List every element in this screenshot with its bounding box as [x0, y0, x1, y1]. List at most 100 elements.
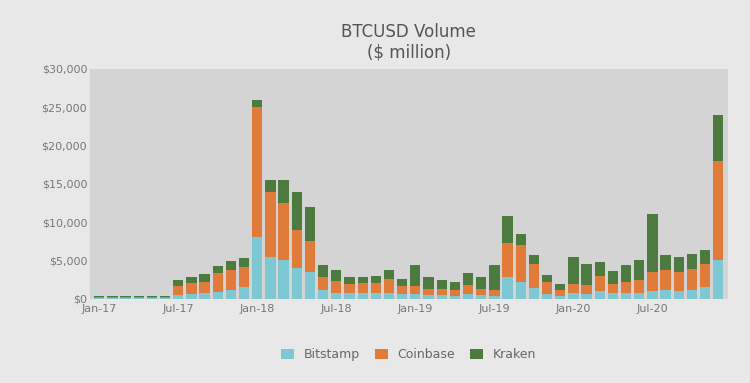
- Bar: [621, 265, 632, 282]
- Bar: [674, 291, 684, 299]
- Bar: [121, 296, 130, 297]
- Bar: [423, 295, 433, 299]
- Bar: [542, 294, 552, 299]
- Bar: [515, 282, 526, 299]
- Bar: [173, 286, 184, 295]
- Bar: [595, 262, 604, 276]
- Bar: [581, 264, 592, 285]
- Bar: [160, 298, 170, 299]
- Bar: [661, 270, 670, 290]
- Bar: [266, 192, 275, 257]
- Bar: [476, 289, 486, 295]
- Bar: [555, 296, 566, 299]
- Bar: [634, 260, 644, 280]
- Bar: [107, 297, 118, 298]
- Bar: [595, 276, 604, 291]
- Bar: [397, 286, 407, 294]
- Bar: [226, 290, 236, 299]
- Bar: [278, 180, 289, 203]
- Bar: [595, 291, 604, 299]
- Bar: [252, 107, 262, 237]
- Bar: [608, 293, 618, 299]
- Bar: [121, 298, 130, 299]
- Bar: [344, 293, 355, 299]
- Bar: [647, 214, 658, 272]
- Bar: [397, 294, 407, 299]
- Bar: [252, 237, 262, 299]
- Bar: [489, 265, 500, 290]
- Bar: [121, 297, 130, 298]
- Bar: [344, 284, 355, 293]
- Bar: [450, 290, 460, 296]
- Bar: [370, 276, 381, 283]
- Bar: [568, 257, 578, 284]
- Bar: [252, 100, 262, 107]
- Bar: [555, 284, 566, 290]
- Bar: [384, 293, 394, 299]
- Bar: [304, 207, 315, 241]
- Bar: [581, 294, 592, 299]
- Bar: [134, 298, 144, 299]
- Bar: [358, 277, 368, 283]
- Bar: [200, 293, 210, 299]
- Bar: [568, 284, 578, 293]
- Bar: [634, 293, 644, 299]
- Bar: [358, 283, 368, 293]
- Bar: [713, 115, 724, 161]
- Bar: [332, 270, 341, 281]
- Bar: [213, 292, 223, 299]
- Bar: [410, 294, 421, 299]
- Bar: [358, 293, 368, 299]
- Bar: [647, 291, 658, 299]
- Bar: [278, 260, 289, 299]
- Bar: [292, 230, 302, 268]
- Bar: [200, 282, 210, 293]
- Bar: [318, 265, 328, 277]
- Bar: [200, 274, 210, 282]
- Bar: [463, 273, 473, 285]
- Legend: Bitstamp, Coinbase, Kraken: Bitstamp, Coinbase, Kraken: [277, 343, 541, 366]
- Bar: [147, 296, 157, 297]
- Bar: [213, 273, 223, 292]
- Bar: [332, 281, 341, 293]
- Bar: [529, 288, 539, 299]
- Bar: [674, 257, 684, 272]
- Bar: [304, 241, 315, 272]
- Bar: [661, 255, 670, 270]
- Bar: [160, 296, 170, 297]
- Bar: [687, 290, 697, 299]
- Bar: [370, 293, 381, 299]
- Bar: [463, 294, 473, 299]
- Bar: [489, 290, 500, 296]
- Bar: [292, 268, 302, 299]
- Bar: [318, 290, 328, 299]
- Bar: [503, 216, 513, 243]
- Bar: [304, 272, 315, 299]
- Bar: [700, 264, 710, 287]
- Bar: [318, 277, 328, 290]
- Bar: [423, 277, 433, 289]
- Bar: [332, 293, 341, 299]
- Bar: [436, 280, 447, 289]
- Bar: [186, 277, 196, 283]
- Bar: [476, 277, 486, 289]
- Bar: [160, 297, 170, 298]
- Bar: [410, 265, 421, 286]
- Bar: [173, 280, 184, 286]
- Bar: [489, 296, 500, 299]
- Bar: [529, 255, 539, 264]
- Bar: [384, 270, 394, 279]
- Bar: [647, 272, 658, 291]
- Bar: [344, 277, 355, 284]
- Bar: [450, 282, 460, 290]
- Bar: [186, 283, 196, 294]
- Bar: [134, 297, 144, 298]
- Bar: [147, 298, 157, 299]
- Bar: [463, 285, 473, 294]
- Bar: [542, 275, 552, 282]
- Bar: [266, 180, 275, 192]
- Bar: [515, 234, 526, 245]
- Bar: [713, 260, 724, 299]
- Bar: [213, 266, 223, 273]
- Bar: [436, 295, 447, 299]
